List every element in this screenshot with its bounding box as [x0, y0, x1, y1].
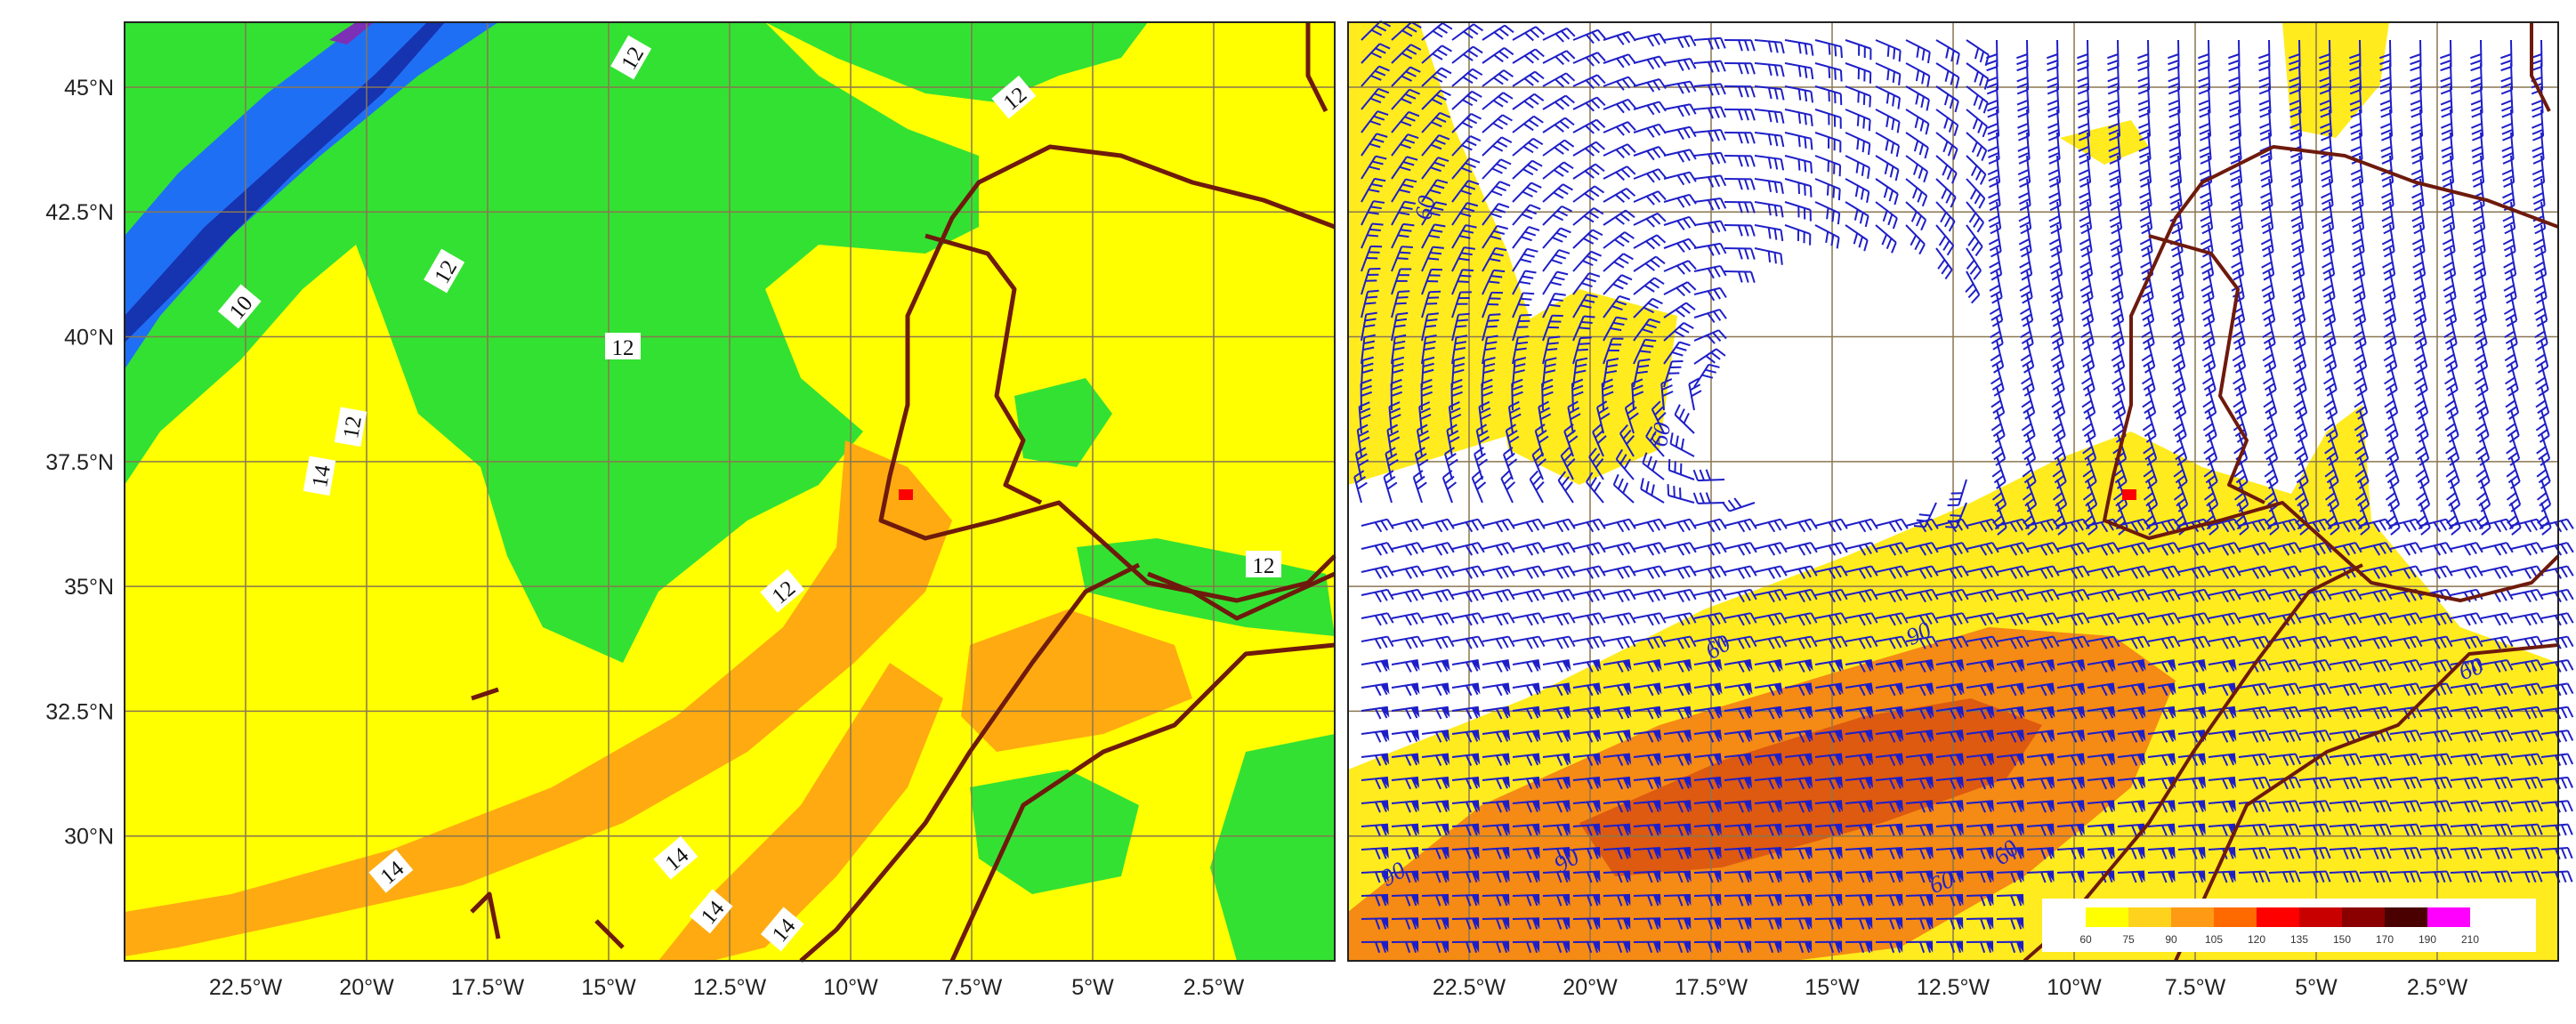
lat-tick-label: 45°N [64, 76, 114, 101]
contour-label: 12 [605, 333, 641, 360]
lat-tick-label: 42.5°N [45, 200, 114, 225]
colorbar-swatch [2128, 907, 2171, 927]
colorbar-label: 90 [2165, 933, 2177, 946]
colorbar-swatches [2086, 907, 2470, 927]
colorbar-swatch [2299, 907, 2342, 927]
lon-tick-label: 15°W [581, 975, 636, 1000]
lon-tick-label: 22.5°W [209, 975, 283, 1000]
colorbar-swatch [2086, 907, 2128, 927]
r-location-marker [2122, 489, 2136, 500]
location-marker [899, 489, 913, 500]
contour-label-text: 14 [308, 463, 335, 489]
contour-label: 12 [1246, 551, 1281, 578]
right-map-panel: 22.5°W 20°W 17.5°W 15°W 12.5°W 10°W 7.5°W 5°W 2.… [1344, 0, 2576, 1020]
contour-label-text: 12 [1253, 554, 1275, 578]
contour-label-text: 60 [1645, 420, 1676, 448]
lat-tick-label: 40°N [64, 326, 114, 351]
lat-tick-label: 32.5°N [45, 699, 114, 724]
lon-tick-label: 5°W [2295, 975, 2338, 1000]
colorbar-swatch [2385, 907, 2427, 927]
lon-tick-label: 2.5°W [2407, 975, 2468, 1000]
lon-tick-label: 12.5°W [693, 975, 767, 1000]
colorbar: 60 75 90 105 120 135 150 170 190 210 [2042, 899, 2536, 952]
colorbar-label: 105 [2205, 933, 2223, 946]
left-lat-axis: 45°N 42.5°N 40°N 37.5°N 35°N 32.5°N 30°N [45, 76, 114, 850]
lon-tick-label: 5°W [1071, 975, 1114, 1000]
colorbar-label: 150 [2333, 933, 2351, 946]
lon-tick-label: 20°W [1563, 975, 1618, 1000]
colorbar-label: 210 [2461, 933, 2479, 946]
lat-tick-label: 37.5°N [45, 450, 114, 475]
left-map-panel: 45°N 42.5°N 40°N 37.5°N 35°N 32.5°N 30°N 22.5°… [0, 0, 1344, 1020]
contour-label-text: 12 [339, 415, 367, 440]
lon-tick-label: 22.5°W [1433, 975, 1506, 1000]
left-lon-axis: 22.5°W 20°W 17.5°W 15°W 12.5°W 10°W 7.5°W 5°W 2.… [209, 975, 1245, 1000]
colorbar-swatch [2214, 907, 2257, 927]
lon-tick-label: 10°W [823, 975, 878, 1000]
left-map-svg: 45°N 42.5°N 40°N 37.5°N 35°N 32.5°N 30°N 22.5°… [0, 0, 1344, 1020]
lon-tick-label: 20°W [339, 975, 394, 1000]
lon-tick-label: 10°W [2047, 975, 2102, 1000]
lon-tick-label: 17.5°W [451, 975, 525, 1000]
contour-label-text: 12 [612, 336, 634, 360]
lat-tick-label: 35°N [64, 575, 114, 600]
lon-tick-label: 15°W [1805, 975, 1860, 1000]
colorbar-label: 190 [2419, 933, 2436, 946]
colorbar-label: 75 [2122, 933, 2135, 946]
lat-tick-label: 30°N [64, 825, 114, 850]
colorbar-swatch [2171, 907, 2214, 927]
colorbar-label: 170 [2376, 933, 2394, 946]
lon-tick-label: 17.5°W [1675, 975, 1748, 1000]
colorbar-label: 120 [2248, 933, 2265, 946]
lon-tick-label: 12.5°W [1917, 975, 1991, 1000]
right-map-svg: 22.5°W 20°W 17.5°W 15°W 12.5°W 10°W 7.5°W 5°W 2.… [1344, 0, 2576, 1020]
lon-tick-label: 7.5°W [941, 975, 1003, 1000]
colorbar-swatch [2427, 907, 2470, 927]
colorbar-label: 60 [2079, 933, 2092, 946]
contour-label-text: 60 [1409, 193, 1440, 222]
lon-tick-label: 7.5°W [2165, 975, 2226, 1000]
colorbar-swatch [2342, 907, 2385, 927]
colorbar-swatch [2257, 907, 2299, 927]
colorbar-label: 135 [2290, 933, 2308, 946]
lon-tick-label: 2.5°W [1183, 975, 1245, 1000]
right-lon-axis: 22.5°W 20°W 17.5°W 15°W 12.5°W 10°W 7.5°W 5°W 2.… [1433, 975, 2468, 1000]
